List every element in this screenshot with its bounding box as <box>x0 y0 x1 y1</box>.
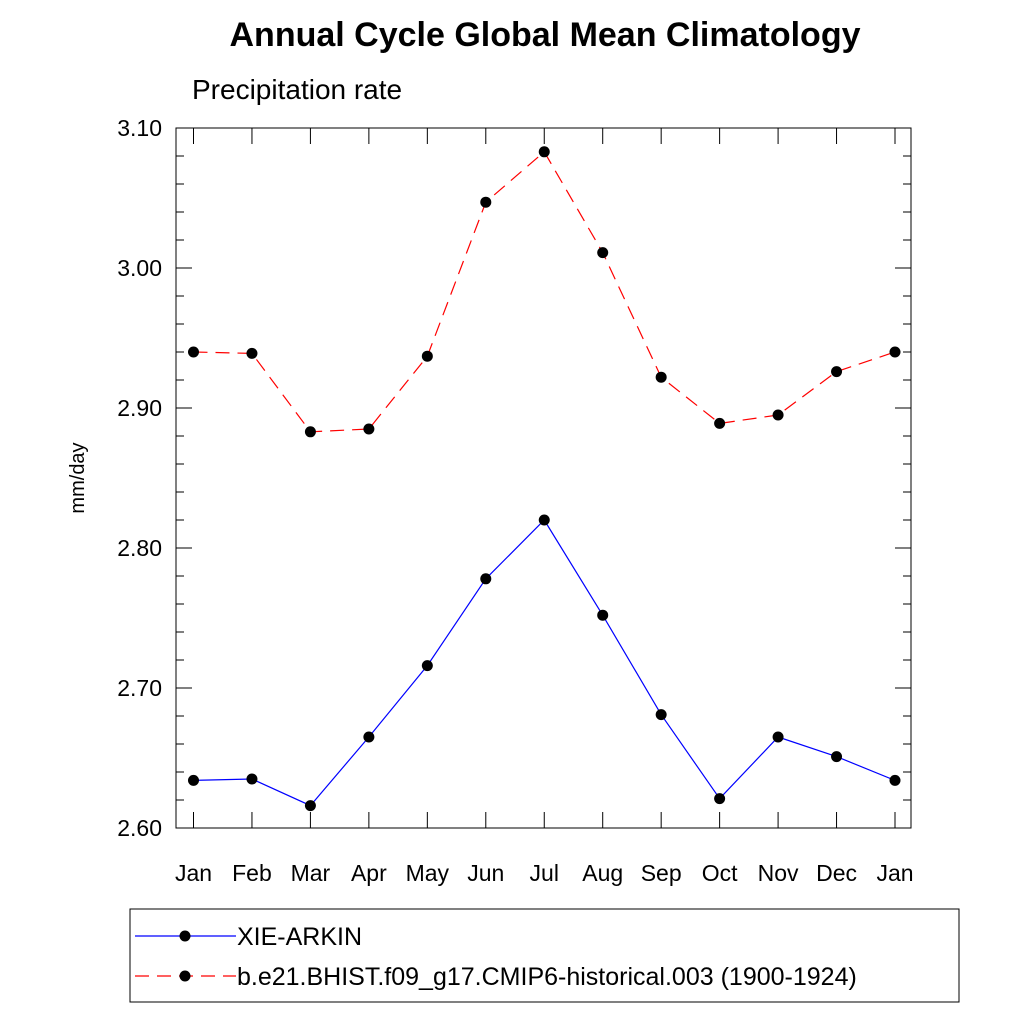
series-1-point <box>597 609 609 621</box>
series-2-point <box>363 423 375 435</box>
series-2-point <box>304 426 316 438</box>
series-2-point <box>831 366 843 378</box>
series-1-point <box>421 660 433 672</box>
legend-label-2: b.e21.BHIST.f09_g17.CMIP6-historical.003… <box>237 963 857 991</box>
y-tick-label: 2.70 <box>117 675 162 701</box>
x-tick-label: Apr <box>351 860 387 886</box>
y-tick-label: 2.90 <box>117 395 162 421</box>
series-1-point <box>889 774 901 786</box>
series-1-point <box>538 514 550 526</box>
x-tick-label: Aug <box>582 860 623 886</box>
series-2-point <box>889 346 901 358</box>
series-2-point <box>480 196 492 208</box>
series-1-point <box>363 731 375 743</box>
series-line-2 <box>193 150 896 433</box>
y-tick-label: 2.80 <box>117 535 162 561</box>
series-1-point <box>304 800 316 812</box>
x-tick-label: Jan <box>876 860 913 886</box>
y-tick-label: 3.00 <box>117 255 162 281</box>
series-2-point <box>188 346 199 358</box>
x-tick-label: Dec <box>816 860 857 886</box>
series-1-point <box>188 774 199 786</box>
x-tick-label: Jan <box>175 860 212 886</box>
series-2-point <box>772 409 784 421</box>
legend-marker-1 <box>179 930 191 942</box>
x-tick-label: May <box>406 860 450 886</box>
x-tick-label: Nov <box>758 860 799 886</box>
legend: XIE-ARKIN b.e21.BHIST.f09_g17.CMIP6-histo… <box>135 923 857 991</box>
y-tick-label: 2.60 <box>117 815 162 841</box>
x-tick-label: Oct <box>702 860 738 886</box>
x-tick-label: Jul <box>530 860 559 886</box>
series-1-point <box>246 773 258 785</box>
x-tick-label: Mar <box>291 860 331 886</box>
legend-box <box>129 908 960 1003</box>
x-tick-label: Feb <box>232 860 272 886</box>
y-tick-label: 3.10 <box>117 115 162 141</box>
series-layer <box>188 146 901 812</box>
axes: 2.60 2.70 2.80 2.90 3.00 3.10 Jan Feb Mar Apr May J… <box>117 115 913 886</box>
chart-subtitle: Precipitation rate <box>192 74 402 105</box>
series-2-point <box>597 247 609 259</box>
series-1-point <box>655 709 667 721</box>
series-2-point <box>421 350 433 362</box>
series-line-1 <box>193 519 896 807</box>
series-2-point <box>246 347 258 359</box>
plot-frame <box>175 127 912 829</box>
x-tick-label: Sep <box>641 860 682 886</box>
x-tick-label: Jun <box>467 860 504 886</box>
series-1-point <box>831 751 843 763</box>
legend-marker-2 <box>179 970 191 982</box>
chart-title: Annual Cycle Global Mean Climatology <box>230 16 861 54</box>
series-1-point <box>480 573 492 585</box>
series-2-point <box>714 417 726 429</box>
series-1-point <box>714 793 726 805</box>
series-2-point <box>655 371 667 383</box>
series-1-point <box>772 731 784 743</box>
legend-label-1: XIE-ARKIN <box>237 923 362 951</box>
y-axis-label: mm/day <box>67 442 89 513</box>
series-2-point <box>538 146 550 158</box>
